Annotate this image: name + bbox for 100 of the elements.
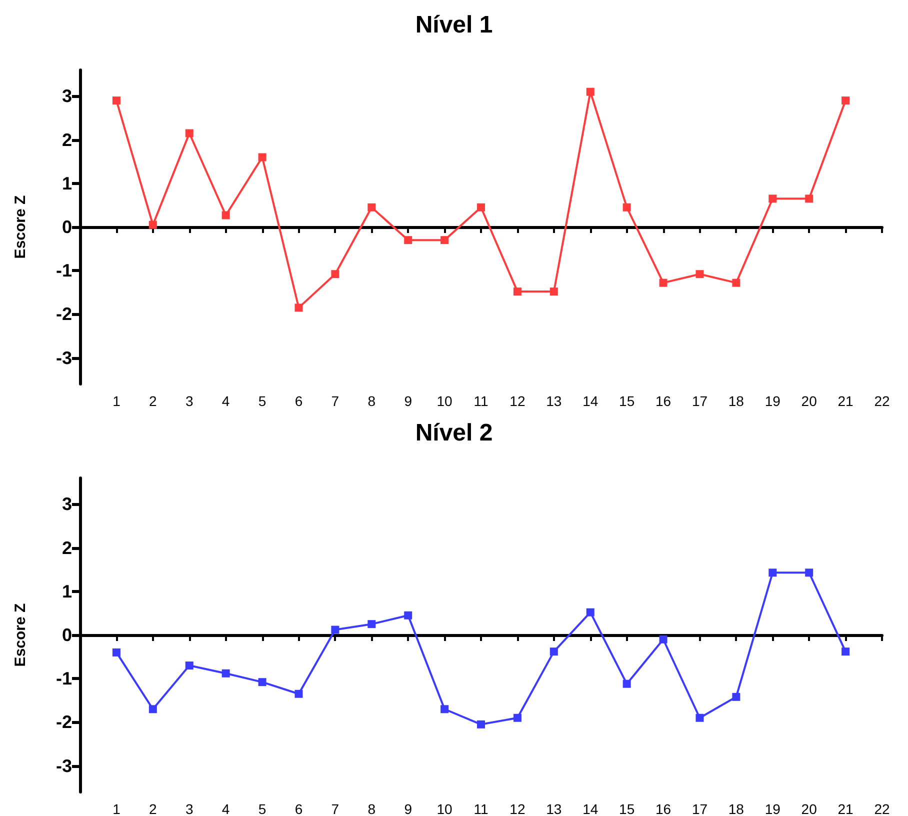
x-tick-label: 2 xyxy=(149,393,158,409)
x-tick-label: 22 xyxy=(874,801,890,816)
x-tick-label: 6 xyxy=(294,801,303,816)
point xyxy=(112,96,120,105)
x-tick-label: 20 xyxy=(801,801,818,816)
x-tick-label: 21 xyxy=(838,393,854,409)
x-tick-label: 4 xyxy=(222,393,230,409)
point xyxy=(148,220,157,229)
point xyxy=(696,270,704,278)
x-tick-label: 12 xyxy=(510,393,526,409)
point xyxy=(586,88,594,96)
point xyxy=(440,705,449,714)
x-tick-label: 5 xyxy=(258,801,266,816)
point xyxy=(331,626,340,634)
x-tick-label: 21 xyxy=(838,801,854,816)
y-tick-label: 3 xyxy=(62,86,72,106)
y-tick-label: -3 xyxy=(56,348,72,368)
point xyxy=(258,678,266,686)
x-tick-label: 1 xyxy=(112,801,121,816)
y-tick-label: 3 xyxy=(62,494,72,514)
y-tick-label: -1 xyxy=(56,260,72,281)
point xyxy=(622,680,631,688)
point xyxy=(477,720,485,728)
point xyxy=(185,129,194,138)
y-axis-title: Escore Z xyxy=(12,195,29,259)
x-tick-label: 19 xyxy=(764,393,781,409)
point xyxy=(477,203,485,212)
point xyxy=(805,568,814,577)
x-tick-label: 7 xyxy=(331,801,340,816)
x-tick-label: 15 xyxy=(619,801,635,816)
point xyxy=(842,648,850,656)
point xyxy=(842,96,850,105)
y-tick-label: 1 xyxy=(62,581,72,602)
x-tick-label: 5 xyxy=(258,393,266,409)
point xyxy=(513,288,522,296)
x-tick-label: 12 xyxy=(510,801,526,816)
point xyxy=(258,153,266,162)
point xyxy=(222,211,230,220)
x-tick-label: 10 xyxy=(436,801,453,816)
point xyxy=(222,669,230,678)
point xyxy=(368,203,376,212)
point xyxy=(768,568,777,577)
x-tick-label: 13 xyxy=(546,801,562,816)
x-tick-label: 7 xyxy=(331,393,340,409)
y-tick-label: -2 xyxy=(56,712,72,732)
x-tick-label: 9 xyxy=(404,393,412,409)
point xyxy=(185,662,194,670)
x-tick-label: 14 xyxy=(582,801,598,816)
x-tick-label: 3 xyxy=(185,393,194,409)
x-tick-label: 13 xyxy=(546,393,562,409)
x-tick-label: 11 xyxy=(474,801,488,816)
y-tick-label: 1 xyxy=(62,173,72,194)
x-tick-label: 14 xyxy=(582,393,598,409)
point xyxy=(586,608,594,616)
point xyxy=(805,194,814,203)
point xyxy=(294,690,303,698)
point xyxy=(513,714,522,722)
point xyxy=(550,648,558,656)
x-tick-label: 10 xyxy=(436,393,453,409)
point xyxy=(148,705,157,714)
x-tick-label: 15 xyxy=(619,393,635,409)
y-tick-label: -3 xyxy=(56,756,72,776)
y-tick-label: -1 xyxy=(56,668,72,689)
x-tick-label: 16 xyxy=(655,801,672,816)
x-tick-label: 1 xyxy=(112,393,121,409)
point xyxy=(622,203,631,212)
point xyxy=(696,714,704,722)
x-tick-label: 17 xyxy=(692,801,708,816)
x-tick-label: 9 xyxy=(404,801,412,816)
y-tick-label: -2 xyxy=(56,304,72,324)
x-tick-label: 6 xyxy=(294,393,303,409)
y-tick-label: 0 xyxy=(62,625,72,645)
x-tick-label: 2 xyxy=(149,801,158,816)
x-tick-label: 18 xyxy=(728,393,744,409)
point xyxy=(732,692,740,701)
point xyxy=(112,648,120,656)
x-tick-label: 8 xyxy=(368,801,376,816)
point xyxy=(550,288,558,296)
point xyxy=(659,278,668,287)
x-tick-label: 22 xyxy=(874,393,890,409)
x-tick-label: 8 xyxy=(368,393,376,409)
chart-title: Nível 2 xyxy=(415,420,493,446)
x-tick-label: 19 xyxy=(764,801,781,816)
point xyxy=(368,620,376,628)
point xyxy=(404,611,412,620)
point xyxy=(659,635,668,644)
y-tick-label: 2 xyxy=(62,130,72,150)
point xyxy=(404,236,412,244)
point xyxy=(440,236,449,244)
x-tick-label: 20 xyxy=(801,393,818,409)
y-tick-label: 2 xyxy=(62,538,72,558)
x-tick-label: 18 xyxy=(728,801,744,816)
point xyxy=(732,278,740,287)
y-axis-title: Escore Z xyxy=(12,603,29,667)
point xyxy=(294,304,303,312)
chart-title: Nível 1 xyxy=(415,12,493,38)
x-tick-label: 3 xyxy=(185,801,194,816)
x-tick-label: 11 xyxy=(474,393,488,409)
point xyxy=(768,194,777,203)
x-tick-label: 16 xyxy=(655,393,672,409)
